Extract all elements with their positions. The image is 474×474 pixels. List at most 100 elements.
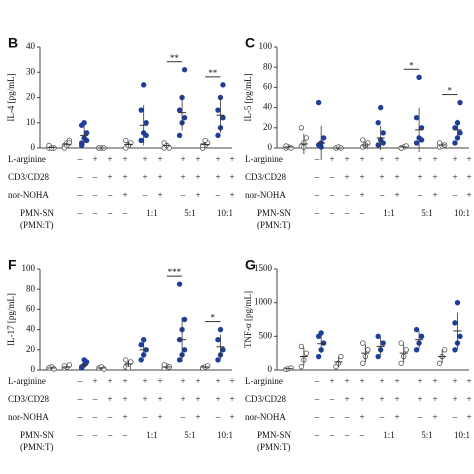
data-point — [303, 135, 310, 141]
row-cell: + — [452, 394, 457, 404]
row-cell: 10:1 — [217, 208, 233, 218]
row-label: L-arginine — [8, 376, 46, 386]
row-cell: + — [394, 376, 399, 386]
row-cell: + — [122, 394, 127, 404]
row-label: nor-NOHA — [245, 190, 286, 200]
row-cell: + — [142, 172, 147, 182]
row-cell: + — [195, 190, 200, 200]
row-label: nor-NOHA — [8, 190, 49, 200]
row-cell: 1:1 — [383, 430, 395, 440]
row-cell: + — [92, 376, 97, 386]
row-cell: – — [107, 190, 113, 200]
row-cell: + — [379, 172, 384, 182]
data-point — [377, 104, 384, 111]
data-point — [181, 316, 188, 323]
row-label: CD3/CD28 — [8, 394, 50, 404]
row-cell: + — [466, 412, 471, 422]
row-cell: – — [314, 412, 320, 422]
significance-label: ** — [170, 53, 180, 63]
data-point — [375, 353, 381, 360]
row-cell: + — [344, 172, 349, 182]
row-cell: 10:1 — [454, 208, 470, 218]
row-cell: + — [432, 154, 437, 164]
row-cell: + — [432, 190, 437, 200]
data-point — [375, 142, 381, 148]
row-cell: + — [359, 154, 364, 164]
row-cell: – — [77, 412, 83, 422]
row-cell: + — [229, 376, 234, 386]
data-point — [418, 333, 425, 340]
row-cell: + — [180, 394, 185, 404]
data-point — [452, 140, 458, 146]
row-label: CD3/CD28 — [8, 172, 50, 182]
y-axis-label: TNF-α [pg/mL] — [243, 291, 253, 348]
data-point — [413, 140, 420, 146]
row-label: (PMN:T) — [20, 442, 54, 452]
data-point — [81, 120, 87, 126]
y-tick-label: 20 — [26, 344, 36, 354]
data-point — [436, 360, 443, 366]
row-cell: – — [314, 208, 320, 218]
row-cell: 5:1 — [421, 430, 433, 440]
data-point — [220, 347, 226, 353]
row-cell: – — [142, 412, 148, 422]
data-point — [360, 360, 366, 366]
row-cell: – — [359, 208, 365, 218]
row-cell: – — [92, 190, 98, 200]
panel-letter: C — [245, 35, 255, 51]
row-cell: + — [432, 376, 437, 386]
data-point — [413, 347, 420, 353]
row-cell: + — [344, 154, 349, 164]
data-point — [220, 114, 226, 121]
row-cell: – — [107, 208, 113, 218]
data-point — [181, 114, 188, 121]
y-tick-label: 10 — [26, 117, 36, 127]
row-label: nor-NOHA — [245, 412, 286, 422]
y-tick-label: 60 — [263, 81, 273, 91]
row-cell: 10:1 — [454, 430, 470, 440]
row-cell: – — [77, 430, 83, 440]
significance-label: * — [211, 313, 216, 323]
row-label: (PMN:T) — [257, 220, 291, 230]
row-label: L-arginine — [245, 154, 283, 164]
y-tick-label: 100 — [22, 263, 36, 273]
row-cell: – — [329, 190, 335, 200]
data-point — [380, 130, 386, 136]
data-point — [418, 137, 425, 143]
row-cell: – — [107, 412, 113, 422]
data-point — [416, 74, 422, 80]
row-cell: + — [466, 172, 471, 182]
data-point — [398, 360, 404, 366]
row-cell: – — [180, 412, 186, 422]
row-cell: – — [77, 208, 83, 218]
row-cell: + — [229, 412, 234, 422]
row-cell: + — [417, 394, 422, 404]
data-point — [375, 120, 381, 126]
data-point — [215, 132, 221, 139]
row-cell: + — [107, 376, 112, 386]
row-cell: – — [329, 172, 335, 182]
data-point — [303, 350, 310, 356]
data-point — [320, 340, 327, 346]
significance-label: *** — [168, 267, 182, 277]
row-cell: – — [180, 190, 186, 200]
row-cell: 1:1 — [146, 208, 158, 218]
row-cell: 10:1 — [217, 430, 233, 440]
row-label: PMN-SN — [20, 208, 55, 218]
row-cell: – — [215, 190, 221, 200]
row-cell: + — [329, 376, 334, 386]
y-tick-label: 20 — [263, 122, 273, 132]
y-tick-label: 0 — [268, 142, 273, 152]
row-cell: + — [122, 172, 127, 182]
row-cell: + — [417, 376, 422, 386]
row-cell: + — [180, 172, 185, 182]
row-cell: + — [466, 394, 471, 404]
data-point — [283, 143, 289, 149]
data-point — [143, 120, 149, 126]
data-point — [215, 336, 221, 343]
row-cell: 5:1 — [184, 208, 196, 218]
row-label: (PMN:T) — [257, 442, 291, 452]
y-tick-label: 500 — [259, 330, 273, 340]
